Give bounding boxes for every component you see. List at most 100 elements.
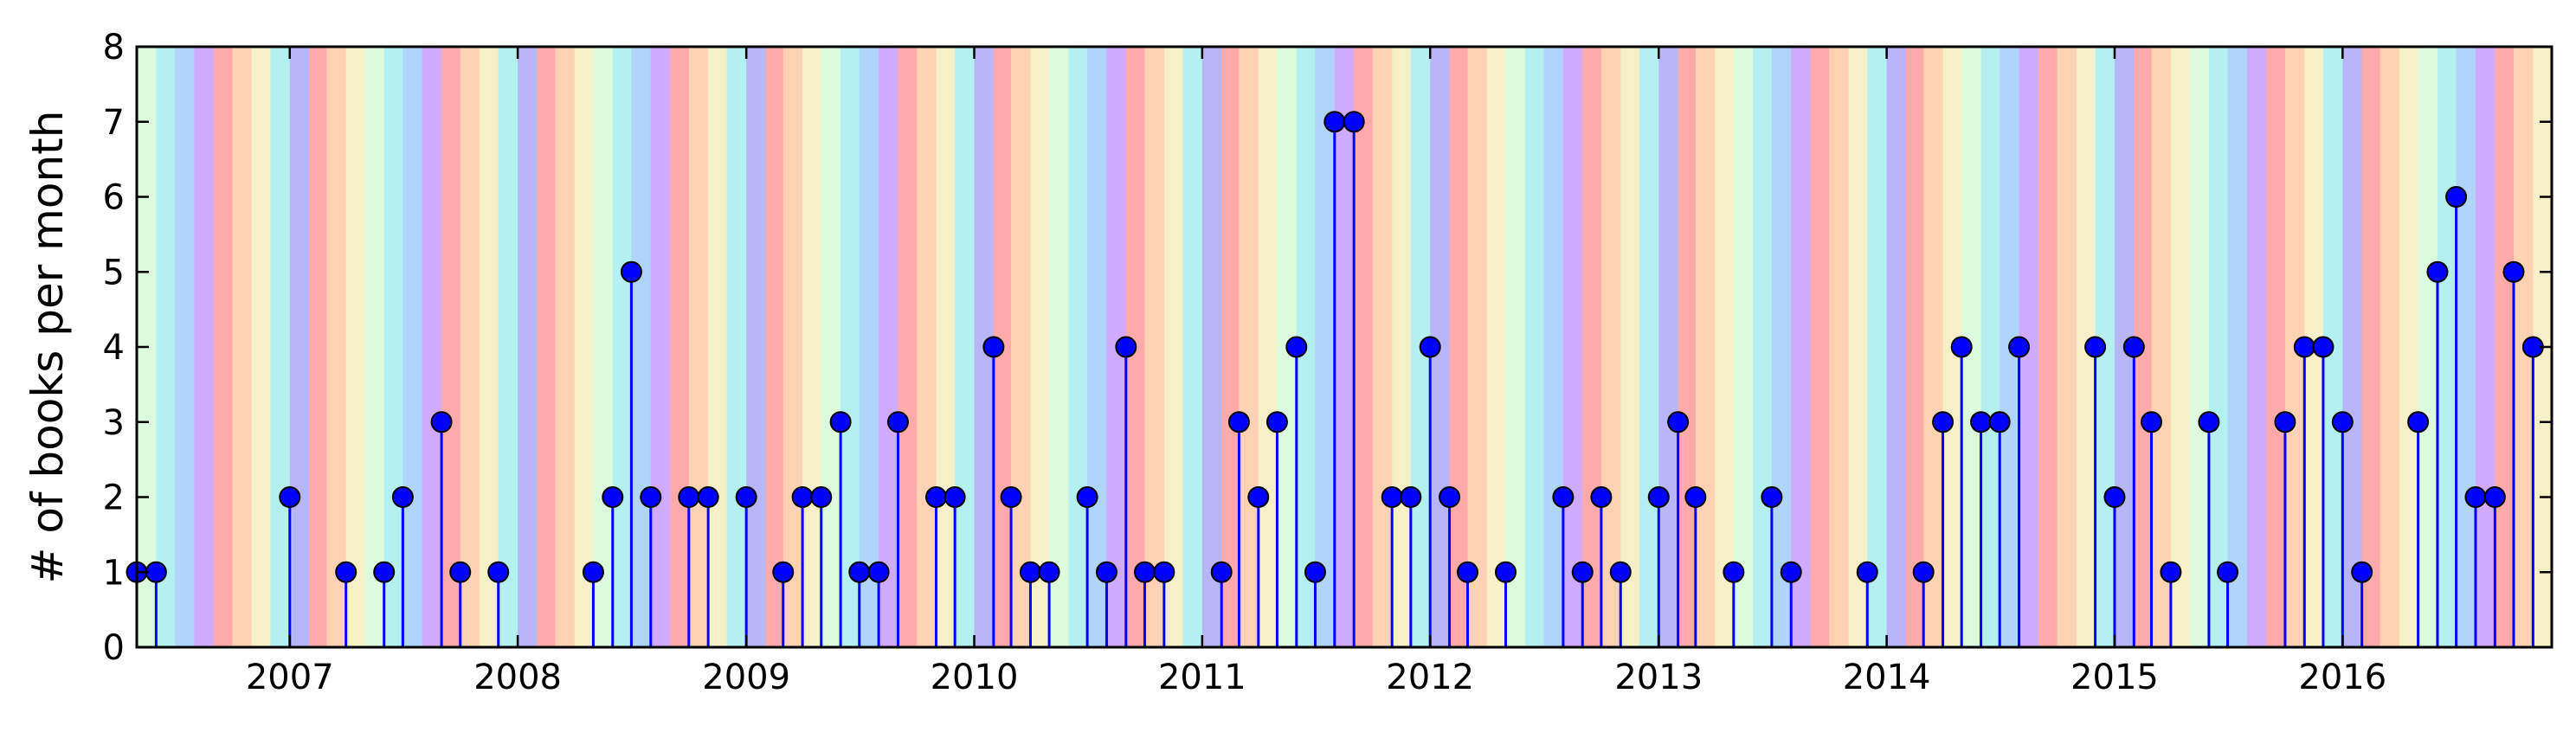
month-band (2495, 47, 2515, 647)
stem-marker (791, 486, 814, 508)
month-band (1144, 47, 1165, 647)
month-band (555, 47, 576, 647)
y-axis-label: # of books per month (23, 111, 73, 584)
month-band (840, 47, 860, 647)
stem-marker (735, 486, 757, 508)
month-band (2189, 47, 2210, 647)
month-band (821, 47, 841, 647)
stem-marker (1038, 561, 1060, 583)
stem-marker (487, 561, 510, 583)
month-band (422, 47, 442, 647)
stem-marker (2217, 561, 2239, 583)
month-band (1620, 47, 1640, 647)
month-band (898, 47, 918, 647)
month-band (270, 47, 291, 647)
stem-marker (373, 561, 396, 583)
month-band (1867, 47, 1888, 647)
month-band (612, 47, 633, 647)
stem-marker (602, 486, 624, 508)
month-band (1068, 47, 1088, 647)
stem-marker (1456, 561, 1478, 583)
month-band (1905, 47, 1924, 647)
month-band (326, 47, 347, 647)
month-band (289, 47, 310, 647)
stem-marker (2084, 336, 2107, 358)
stem-marker (697, 486, 719, 508)
stems (135, 121, 2534, 647)
x-tick-label: 2013 (1614, 658, 1703, 697)
month-band (574, 47, 595, 647)
month-band (1678, 47, 1697, 647)
y-tick-label: 0 (103, 628, 125, 668)
stem-marker (2141, 411, 2163, 433)
month-band (1087, 47, 1108, 647)
stem-marker (1153, 561, 1175, 583)
stem-marker (772, 561, 795, 583)
stem-marker (2464, 486, 2487, 508)
y-tick-label: 2 (103, 478, 125, 518)
stem-marker (640, 486, 662, 508)
stem-marker (2483, 486, 2506, 508)
month-band (1543, 47, 1564, 647)
month-band (402, 47, 423, 647)
y-tick-label: 5 (103, 253, 125, 292)
month-band (364, 47, 385, 647)
month-band (1810, 47, 1830, 647)
month-band (518, 47, 538, 647)
month-band (955, 47, 976, 647)
x-tick-label: 2007 (246, 658, 334, 697)
stem-marker (1265, 411, 1288, 433)
month-band (1372, 47, 1393, 647)
month-bands (137, 47, 2553, 647)
month-band (2380, 47, 2400, 647)
x-tick-label: 2009 (702, 658, 790, 697)
stem-marker (925, 486, 948, 508)
stem-marker (867, 561, 890, 583)
x-tick-label: 2012 (1386, 658, 1474, 697)
stem-marker (1227, 411, 1250, 433)
month-band (1829, 47, 1850, 647)
stem-marker (2008, 336, 2031, 358)
month-band (156, 47, 176, 647)
stem-marker (1323, 111, 1346, 133)
month-band (650, 47, 671, 647)
month-band (879, 47, 899, 647)
month-band (1221, 47, 1240, 647)
stem-marker (848, 561, 871, 583)
stem-marker (1381, 486, 1403, 508)
month-band (1980, 47, 2000, 647)
month-band (498, 47, 518, 647)
stem-marker (2426, 260, 2449, 283)
stem-marker (1932, 411, 1955, 433)
month-band (2057, 47, 2077, 647)
month-band (1524, 47, 1545, 647)
stem-marker (582, 561, 604, 583)
month-band (2342, 47, 2363, 647)
month-band (1639, 47, 1659, 647)
month-band (1562, 47, 1583, 647)
month-band (859, 47, 879, 647)
month-band (383, 47, 403, 647)
stem-marker (1988, 411, 2011, 433)
month-band (1467, 47, 1488, 647)
month-band (1695, 47, 1716, 647)
stem-marker (1076, 486, 1098, 508)
month-band (670, 47, 690, 647)
month-band (194, 47, 215, 647)
x-tick-label: 2010 (931, 658, 1019, 697)
stem-marker (982, 336, 1005, 358)
stem-marker (1552, 486, 1575, 508)
stem-marker (430, 411, 453, 433)
stem-marker (2445, 186, 2468, 208)
stem-marker (1571, 561, 1594, 583)
month-band (232, 47, 253, 647)
month-band (1600, 47, 1621, 647)
stem-marker (1912, 561, 1935, 583)
month-band (2418, 47, 2438, 647)
month-band (1030, 47, 1050, 647)
stem-marker (1133, 561, 1156, 583)
month-band (175, 47, 195, 647)
stem-marker (1856, 561, 1878, 583)
